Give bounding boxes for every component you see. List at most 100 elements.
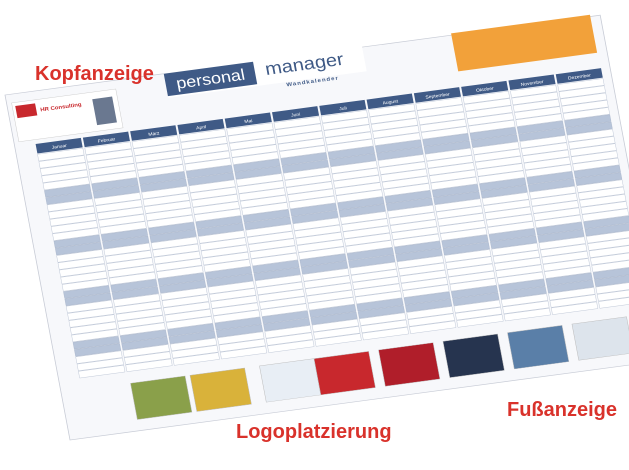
day-row xyxy=(248,238,296,252)
day-row xyxy=(518,128,566,142)
month-header xyxy=(555,68,603,84)
day-row xyxy=(576,179,624,193)
day-row xyxy=(42,177,90,191)
day-row xyxy=(519,135,567,149)
day-row xyxy=(275,123,323,137)
label-head-ad: Kopfanzeige xyxy=(35,63,154,85)
day-row xyxy=(205,266,253,280)
day-row xyxy=(186,165,233,179)
day-row xyxy=(438,220,486,234)
day-row xyxy=(84,141,132,155)
year-overview xyxy=(451,14,598,72)
day-row xyxy=(302,268,350,282)
day-row xyxy=(498,279,546,293)
day-row xyxy=(188,179,236,193)
day-row xyxy=(452,292,500,306)
day-row xyxy=(473,148,521,162)
day-row xyxy=(334,182,382,196)
day-row xyxy=(564,114,612,128)
day-row xyxy=(384,190,432,204)
day-row xyxy=(379,161,427,175)
day-row xyxy=(445,256,493,270)
day-row xyxy=(395,248,443,262)
day-row xyxy=(161,294,209,308)
day-row xyxy=(348,254,396,268)
day-row xyxy=(114,300,162,314)
day-row xyxy=(38,155,86,169)
day-row xyxy=(451,285,498,299)
day-row xyxy=(298,246,346,260)
day-row xyxy=(453,299,501,314)
day-row xyxy=(512,99,560,113)
day-row xyxy=(296,239,344,253)
day-row xyxy=(48,205,96,220)
day-row xyxy=(383,183,431,197)
day-row xyxy=(532,200,579,214)
day-row xyxy=(579,194,627,208)
day-row xyxy=(259,296,307,310)
month-name: Juli xyxy=(339,106,347,112)
day-row xyxy=(214,317,262,331)
day-row xyxy=(288,195,336,210)
day-row xyxy=(399,270,447,284)
day-row xyxy=(562,107,610,121)
day-row xyxy=(227,129,275,144)
day-row xyxy=(196,223,244,237)
day-row xyxy=(511,91,559,106)
day-row xyxy=(483,199,531,213)
logo-band xyxy=(163,61,258,97)
day-row xyxy=(517,120,564,134)
day-row xyxy=(582,208,629,222)
month-name: Februar xyxy=(97,137,116,144)
day-row xyxy=(537,229,585,243)
day-row xyxy=(210,295,258,309)
day-row xyxy=(273,116,321,130)
day-row xyxy=(118,322,166,336)
day-row xyxy=(541,251,589,265)
day-row xyxy=(152,243,200,258)
day-row xyxy=(394,241,442,255)
day-row xyxy=(322,117,370,131)
day-row xyxy=(330,160,378,174)
day-row xyxy=(240,195,288,209)
day-row xyxy=(160,287,208,301)
month-name: Juni xyxy=(291,112,301,118)
day-row xyxy=(263,318,311,332)
day-row xyxy=(166,316,213,330)
day-row xyxy=(568,136,616,150)
ad-tile xyxy=(571,316,629,361)
day-row xyxy=(295,232,343,246)
day-row xyxy=(331,167,379,182)
day-row xyxy=(567,128,614,143)
day-row xyxy=(301,261,348,275)
day-row xyxy=(53,234,101,248)
day-row xyxy=(88,163,136,177)
day-row xyxy=(402,284,450,298)
day-row xyxy=(510,84,558,98)
day-row xyxy=(105,250,153,264)
day-row xyxy=(590,251,629,266)
day-row xyxy=(266,332,313,346)
day-row xyxy=(434,198,482,212)
day-row xyxy=(56,249,104,263)
day-row xyxy=(191,194,239,208)
day-row xyxy=(245,223,293,238)
day-row xyxy=(573,165,621,179)
day-row xyxy=(577,186,625,200)
day-row xyxy=(561,100,609,114)
month-header xyxy=(130,125,178,141)
day-row xyxy=(216,324,263,338)
day-row xyxy=(491,242,539,257)
day-row xyxy=(359,312,407,326)
day-row xyxy=(313,326,361,340)
day-row xyxy=(110,279,158,293)
day-row xyxy=(344,233,392,247)
day-row xyxy=(290,203,338,217)
day-row xyxy=(346,247,394,261)
day-row xyxy=(436,205,483,219)
day-row xyxy=(376,147,424,161)
label-foot-ad: Fußanzeige xyxy=(507,399,617,421)
day-row xyxy=(569,143,617,157)
day-row xyxy=(368,103,416,117)
